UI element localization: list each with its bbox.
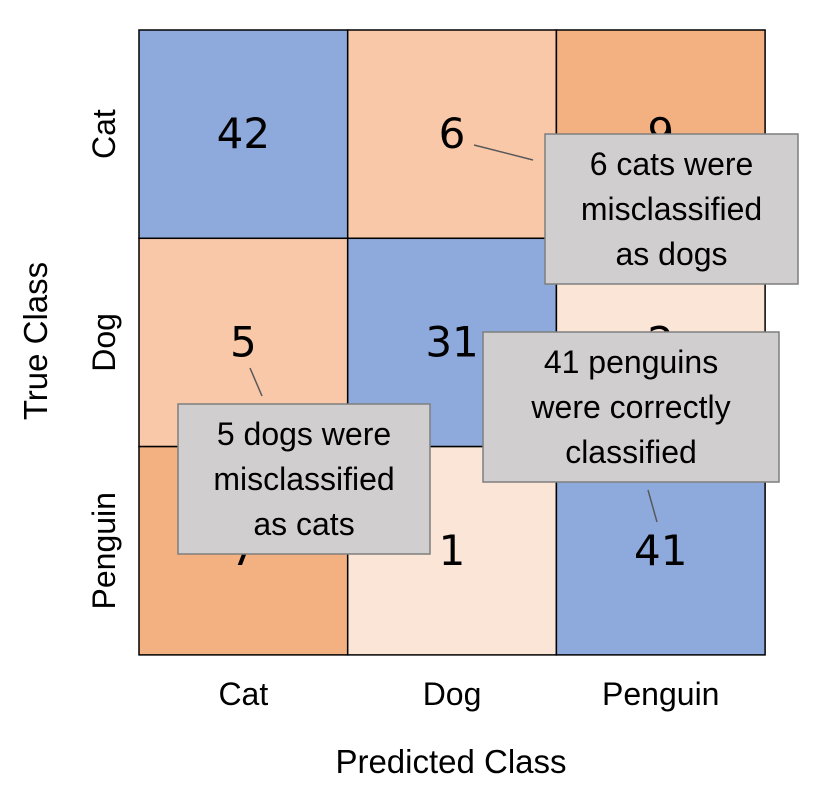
cell-value-label: 6 xyxy=(439,109,466,158)
annotation-callout: 41 penguins were correctly classified xyxy=(482,331,780,523)
annotation-text-line: misclassified xyxy=(213,461,394,497)
annotation-leader-line xyxy=(647,489,658,523)
cell-value-label: 42 xyxy=(217,109,270,158)
x-axis-label: Predicted Class xyxy=(335,743,566,780)
y-tick-label: Cat xyxy=(86,109,122,159)
x-tick-label: Penguin xyxy=(602,676,719,712)
x-tick-labels: Cat Dog Penguin xyxy=(218,676,719,712)
annotation-callout: 5 dogs were misclassified as cats xyxy=(177,367,431,555)
annotation-box xyxy=(544,133,799,285)
cell-value-label: 41 xyxy=(634,526,687,575)
annotation-text-line: 6 cats were xyxy=(590,146,754,182)
annotation-leader-line xyxy=(473,144,534,161)
annotation-text-line: misclassified xyxy=(581,191,762,227)
annotation-text-line: 5 dogs were xyxy=(217,416,391,452)
y-tick-label: Penguin xyxy=(86,492,122,609)
cell-value-label: 5 xyxy=(230,317,257,366)
annotation-box xyxy=(177,403,431,555)
annotation-box xyxy=(482,331,780,483)
cell-value-label: 31 xyxy=(425,317,478,366)
annotations: 6 cats were misclassified as dogs 5 dogs we… xyxy=(177,133,799,555)
annotation-text-line: as cats xyxy=(253,506,354,542)
y-axis-label: True Class xyxy=(17,262,54,420)
x-tick-label: Dog xyxy=(423,676,482,712)
y-tick-label: Dog xyxy=(86,313,122,372)
annotation-text-line: classified xyxy=(565,434,697,470)
heatmap-cell xyxy=(346,29,558,240)
cell-value-label: 1 xyxy=(439,526,466,575)
y-tick-labels: Cat Dog Penguin xyxy=(86,109,122,609)
heatmap-cell xyxy=(138,29,349,240)
annotation-text-line: 41 penguins xyxy=(544,344,718,380)
annotation-callout: 6 cats were misclassified as dogs xyxy=(473,133,799,285)
x-tick-label: Cat xyxy=(218,676,268,712)
annotation-leader-line xyxy=(249,367,263,397)
annotation-text-line: were correctly xyxy=(530,389,730,425)
annotation-text-line: as dogs xyxy=(615,236,727,272)
